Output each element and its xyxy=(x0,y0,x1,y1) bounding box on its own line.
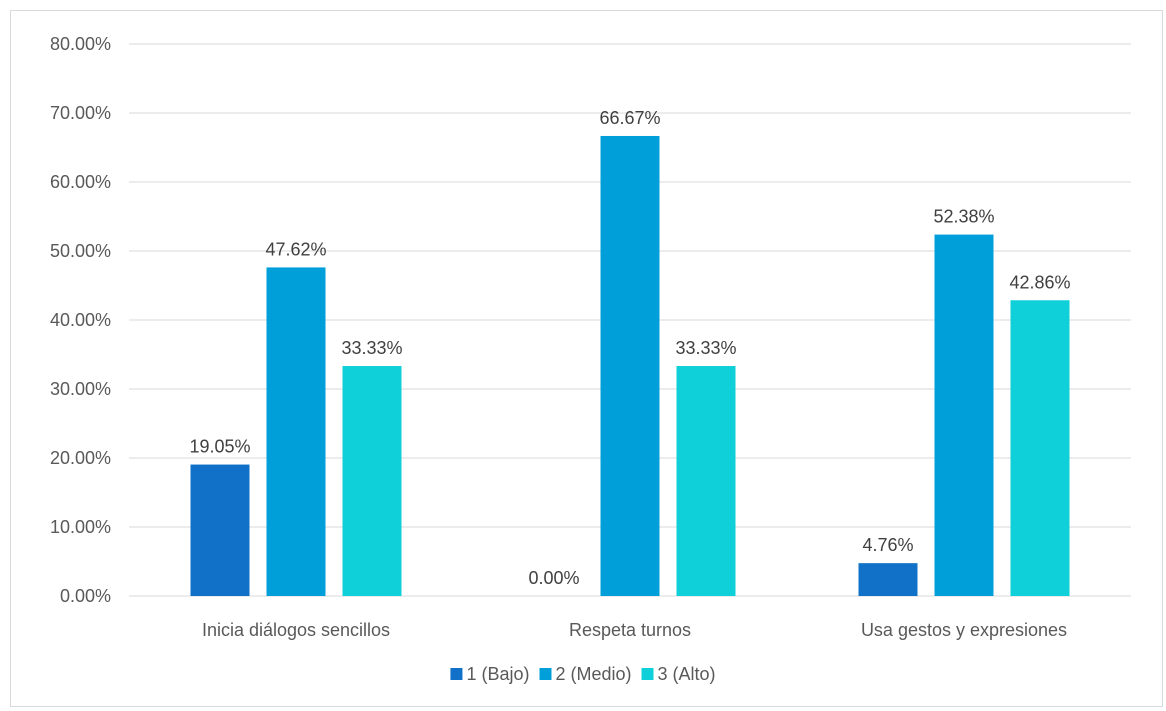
data-label: 0.00% xyxy=(528,568,579,588)
bar xyxy=(676,366,736,596)
bar xyxy=(342,366,402,596)
bar xyxy=(190,464,250,596)
x-axis-categories: Inicia diálogos sencillos Respeta turnos U… xyxy=(202,620,1067,640)
data-labels: 19.05% 47.62% 33.33% 0.00% 66.67% 33.33% 4.76%… xyxy=(189,108,1070,588)
y-tick-label: 70.00% xyxy=(50,103,111,123)
y-tick-label: 80.00% xyxy=(50,34,111,54)
data-label: 33.33% xyxy=(675,338,736,358)
data-label: 52.38% xyxy=(933,207,994,227)
legend-swatch xyxy=(450,668,463,680)
y-tick-label: 60.00% xyxy=(50,172,111,192)
x-category-label: Inicia diálogos sencillos xyxy=(202,620,390,640)
legend-label: 1 (Bajo) xyxy=(466,664,529,684)
y-tick-label: 20.00% xyxy=(50,448,111,468)
x-category-label: Respeta turnos xyxy=(569,620,691,640)
legend-swatch xyxy=(539,668,552,680)
legend-label: 3 (Alto) xyxy=(658,664,716,684)
y-axis-ticks: 0.00% 10.00% 20.00% 30.00% 40.00% 50.00% 60.00… xyxy=(50,34,111,606)
data-label: 47.62% xyxy=(265,239,326,259)
bars xyxy=(190,135,1070,597)
data-label: 66.67% xyxy=(599,108,660,128)
bar xyxy=(600,135,660,597)
y-tick-label: 50.00% xyxy=(50,241,111,261)
y-tick-label: 30.00% xyxy=(50,379,111,399)
data-label: 33.33% xyxy=(341,338,402,358)
bar xyxy=(858,563,918,596)
y-tick-label: 40.00% xyxy=(50,310,111,330)
legend: 1 (Bajo) 2 (Medio) 3 (Alto) xyxy=(450,664,716,684)
bar xyxy=(934,234,994,596)
x-category-label: Usa gestos y expresiones xyxy=(861,620,1067,640)
y-tick-label: 10.00% xyxy=(50,517,111,537)
bar xyxy=(1010,300,1070,596)
legend-label: 2 (Medio) xyxy=(555,664,631,684)
data-label: 42.86% xyxy=(1009,272,1070,292)
bar xyxy=(266,267,326,596)
legend-swatch xyxy=(641,668,654,680)
data-label: 4.76% xyxy=(862,535,913,555)
y-tick-label: 0.00% xyxy=(60,586,111,606)
data-label: 19.05% xyxy=(189,437,250,457)
